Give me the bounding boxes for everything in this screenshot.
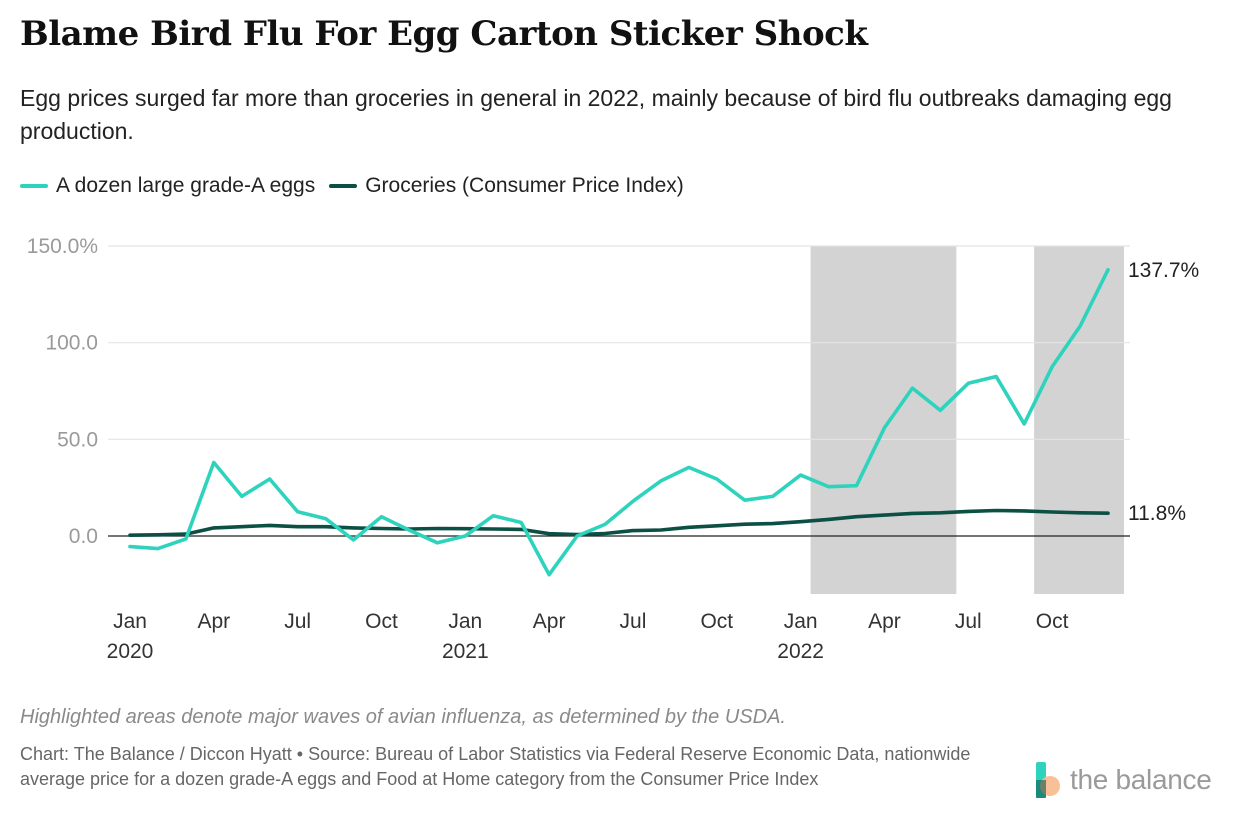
x-tick-label: Oct	[365, 610, 398, 633]
y-tick-label: 0.0	[69, 525, 98, 548]
legend-item-eggs: A dozen large grade-A eggs	[20, 174, 315, 198]
x-tick-year-label: 2021	[442, 640, 489, 663]
shading-note: Highlighted areas denote major waves of …	[20, 706, 786, 728]
chart-title: Blame Bird Flu For Egg Carton Sticker Sh…	[20, 14, 868, 54]
y-tick-label: 50.0	[57, 428, 98, 451]
x-tick-label: Jan	[113, 610, 147, 633]
legend: A dozen large grade-A eggs Groceries (Co…	[20, 174, 684, 198]
x-tick-label: Apr	[197, 610, 230, 633]
balance-logo-icon	[1036, 762, 1060, 798]
legend-label-eggs: A dozen large grade-A eggs	[56, 174, 316, 197]
x-tick-label: Apr	[533, 610, 566, 633]
legend-item-groceries: Groceries (Consumer Price Index)	[329, 174, 684, 198]
legend-swatch-eggs	[20, 184, 48, 188]
chart-subtitle: Egg prices surged far more than grocerie…	[20, 85, 1172, 144]
avian-flu-shaded-region	[810, 246, 957, 594]
groceries-end-value-label: 11.8%	[1128, 502, 1186, 525]
brand-logo: the balance	[1034, 760, 1212, 800]
x-tick-year-label: 2022	[777, 640, 824, 663]
legend-label-groceries: Groceries (Consumer Price Index)	[365, 174, 684, 197]
x-tick-label: Oct	[1036, 610, 1069, 633]
x-tick-label: Apr	[868, 610, 901, 633]
eggs-price-line	[128, 267, 1110, 577]
y-tick-label: 150.0%	[27, 235, 98, 258]
avian-flu-shaded-region	[1034, 246, 1124, 594]
eggs-end-value-label: 137.7%	[1128, 259, 1199, 282]
line-chart: 150.0% 100.0 50.0 0.0 Jan 2020 Apr Jul Oct Jan 202…	[27, 235, 1199, 663]
brand-name: the balance	[1070, 764, 1212, 795]
x-tick-label: Jan	[784, 610, 818, 633]
x-tick-label: Oct	[700, 610, 733, 633]
x-tick-label: Jul	[620, 610, 647, 633]
x-tick-label: Jul	[955, 610, 982, 633]
y-tick-label: 100.0	[45, 332, 98, 355]
groceries-cpi-line	[128, 508, 1110, 538]
source-credit: Chart: The Balance / Diccon Hyatt • Sour…	[20, 744, 971, 789]
legend-swatch-groceries	[329, 184, 358, 188]
x-tick-label: Jul	[284, 610, 311, 633]
x-tick-year-label: 2020	[107, 640, 154, 663]
x-tick-label: Jan	[448, 610, 482, 633]
